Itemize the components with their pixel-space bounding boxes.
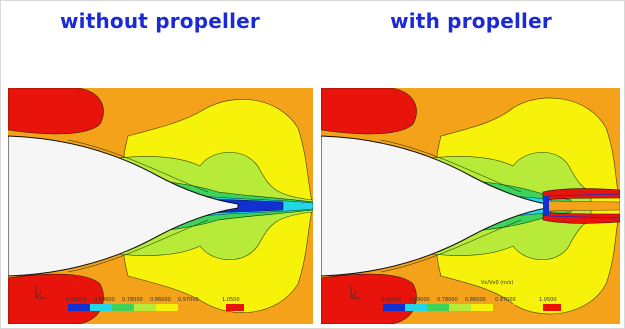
low-velocity-region-top [8,88,104,135]
scale-label: 0.97000 [495,297,516,303]
axis-triad-icon [350,286,361,299]
scale-label: 1.0500 [222,297,240,303]
scale-label: 0.78000 [122,297,143,303]
propeller-slipstream [542,188,620,224]
color-scale-bar [383,304,561,311]
scale-label: 0.60000 [66,297,87,303]
flow-contour-svg-right: Vx/Vx0 (m/s) 0.60000 0.69000 0.78000 0.8… [321,88,620,324]
scale-label: 0.69000 [409,297,430,303]
color-scale-labels: Vx/Vx0 (m/s) 0.60000 0.69000 0.78000 0.8… [381,280,557,303]
contour-line [380,139,522,193]
axis-triad-icon [35,286,46,299]
scale-label: 0.78000 [437,297,458,303]
low-velocity-region-bottom [321,273,417,324]
scale-label: 0.86000 [465,297,486,303]
contour-plot-with-propeller: Vx/Vx0 (m/s) 0.60000 0.69000 0.78000 0.8… [321,88,620,324]
color-scale-labels: 0.60000 0.69000 0.78000 0.86000 0.97000 … [66,297,240,303]
hull-body [8,135,239,277]
scale-label: 0.86000 [150,297,171,303]
contour-plot-without-propeller: 0.60000 0.69000 0.78000 0.86000 0.97000 … [8,88,313,324]
scale-label: 0.69000 [94,297,115,303]
scale-label: 0.60000 [381,297,402,303]
panel-title-with-propeller: with propeller [390,9,552,33]
low-velocity-region-top [321,88,417,135]
scale-label: 1.0500 [539,297,557,303]
contour-line [380,219,522,273]
low-velocity-region-bottom [8,273,104,324]
panel-title-without-propeller: without propeller [60,9,260,33]
scale-title: Vx/Vx0 (m/s) [481,280,513,286]
flow-contour-svg-left: 0.60000 0.69000 0.78000 0.86000 0.97000 … [8,88,313,324]
propeller-disk [543,196,549,216]
contour-line [67,219,209,273]
scale-label: 0.97000 [178,297,199,303]
color-scale-bar [68,304,244,311]
contour-line [67,139,209,193]
